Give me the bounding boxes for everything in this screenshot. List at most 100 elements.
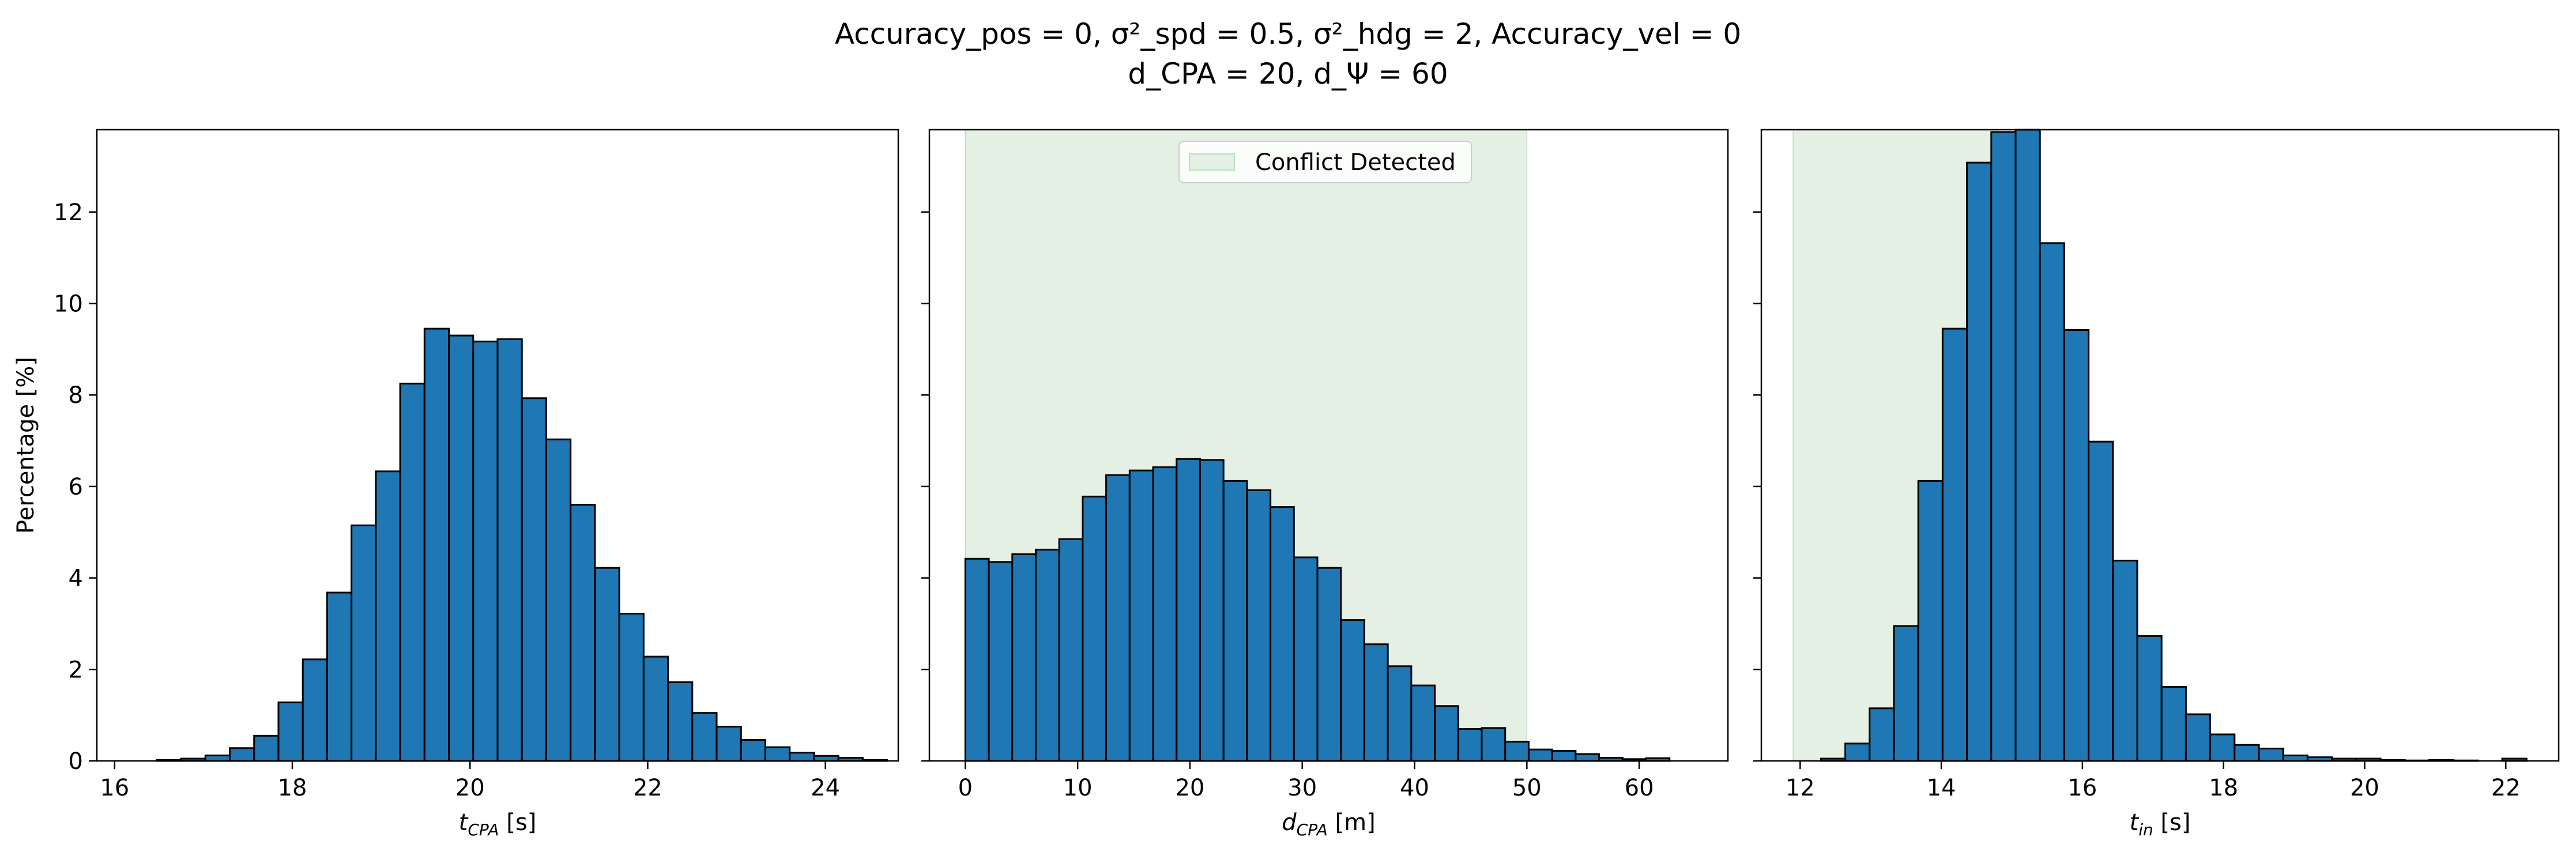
- legend-label: Conflict Detected: [1255, 149, 1456, 176]
- histogram-bar: [764, 746, 791, 762]
- y-tick-label: 6: [69, 474, 83, 500]
- histogram-bar: [521, 397, 547, 762]
- x-tick-label: 20: [1175, 775, 1204, 801]
- x-axis-label: tCPA [s]: [459, 809, 537, 839]
- x-tick-label: 0: [958, 775, 973, 801]
- y-tick-label: 12: [54, 199, 83, 226]
- histogram-bar: [1410, 684, 1436, 762]
- legend: Conflict Detected: [1178, 141, 1472, 183]
- histogram-bar: [472, 340, 499, 762]
- x-axis-label: dCPA [m]: [1282, 809, 1375, 839]
- histogram-bars: [156, 327, 888, 762]
- histogram-bar: [1869, 707, 1895, 762]
- subplot-3: 12 14 16 18 20 22 tin [s]: [1753, 129, 2560, 839]
- histogram-bar: [2039, 242, 2065, 762]
- y-axis-label: Percentage [%]: [13, 357, 39, 534]
- histogram-bar: [277, 701, 304, 762]
- x-tick-label: 30: [1287, 775, 1317, 801]
- histogram-bars: [1820, 129, 2528, 762]
- histogram-bar: [1082, 495, 1108, 762]
- axes-frame: [96, 129, 899, 762]
- histogram-bar: [2136, 635, 2163, 762]
- histogram-bar: [302, 658, 328, 762]
- histogram-bar: [813, 755, 839, 762]
- histogram-bar: [1504, 741, 1530, 762]
- x-tick-label: 20: [455, 775, 485, 801]
- y-tick-label: 0: [69, 748, 83, 775]
- histogram-bar: [1434, 705, 1459, 762]
- histogram-bar: [1176, 458, 1201, 762]
- histogram-bar: [1152, 466, 1178, 762]
- legend-frame: [1178, 141, 1472, 183]
- histogram-bar: [2014, 129, 2041, 762]
- histogram-bar: [326, 591, 353, 762]
- histogram-bar: [496, 338, 523, 762]
- histogram-bar: [2282, 754, 2308, 762]
- histogram-bar: [375, 470, 401, 762]
- histogram-bars: [964, 458, 1671, 762]
- histogram-bar: [1893, 625, 1919, 762]
- histogram-bar: [715, 725, 742, 762]
- histogram-bar: [964, 557, 990, 762]
- x-tick-label: 60: [1625, 775, 1654, 801]
- x-tick-label: 40: [1400, 775, 1429, 801]
- y-tick-label: 4: [69, 566, 83, 592]
- x-tick-label: 20: [2350, 775, 2379, 801]
- histogram-bar: [1481, 727, 1507, 762]
- histogram-bar: [1387, 665, 1413, 762]
- x-tick-label: 16: [100, 775, 129, 801]
- histogram-bar: [1316, 567, 1342, 762]
- y-tick-label: 10: [54, 291, 83, 318]
- x-tick-label: 24: [811, 775, 840, 801]
- y-tick-label: 2: [69, 657, 83, 683]
- axes-frame: [1760, 129, 2560, 762]
- histogram-bar: [570, 504, 596, 762]
- histogram-bar: [1844, 742, 1871, 762]
- histogram-bar: [618, 613, 645, 762]
- histogram-bar: [448, 334, 474, 762]
- histogram-bar: [2160, 685, 2187, 762]
- y-tick-label: 8: [69, 382, 83, 409]
- x-tick-label: 16: [2067, 775, 2097, 801]
- histogram-bar: [423, 327, 450, 762]
- histogram-bar: [204, 754, 231, 762]
- x-tick-label: 18: [278, 775, 307, 801]
- histogram-bar: [2063, 329, 2090, 762]
- histogram-bar: [2258, 748, 2284, 762]
- histogram-bar: [1966, 161, 1993, 762]
- x-tick-label: 12: [1786, 775, 1815, 801]
- histogram-bar: [1457, 727, 1483, 762]
- histogram-bar: [2234, 744, 2260, 762]
- histogram-bar: [351, 524, 377, 762]
- histogram-bar: [253, 734, 280, 762]
- histogram-bar: [1128, 469, 1154, 762]
- histogram-bar: [1363, 643, 1389, 762]
- histogram-bar: [789, 752, 815, 762]
- histogram-bar: [1293, 556, 1319, 762]
- histogram-bar: [1917, 480, 1944, 762]
- histogram-bar: [1058, 538, 1084, 762]
- subplot-2: 0 10 20 30 40 50 60 dCPA [m] Conflict Detected: [921, 129, 1729, 839]
- histogram-bar: [1990, 131, 2017, 762]
- histogram-bar: [2209, 733, 2236, 762]
- x-tick-label: 50: [1512, 775, 1542, 801]
- histogram-bar: [1011, 553, 1037, 762]
- histogram-bar: [229, 747, 255, 762]
- histogram-bar: [667, 681, 694, 762]
- x-tick-label: 18: [2209, 775, 2238, 801]
- histogram-bar: [399, 382, 425, 762]
- x-tick-label: 14: [1927, 775, 1956, 801]
- histogram-bar: [740, 739, 766, 762]
- histogram-bar: [1575, 753, 1600, 762]
- x-tick-label: 10: [1063, 775, 1093, 801]
- x-tick-label: 22: [633, 775, 662, 801]
- histogram-bar: [1551, 750, 1577, 762]
- figure-title-line1: Accuracy_pos = 0, σ²_spd = 0.5, σ²_hdg =…: [835, 17, 1741, 51]
- histogram-bar: [691, 712, 718, 762]
- axes-frame: [928, 129, 1729, 762]
- histogram-bar: [2185, 713, 2212, 762]
- histogram-bar: [1270, 506, 1295, 762]
